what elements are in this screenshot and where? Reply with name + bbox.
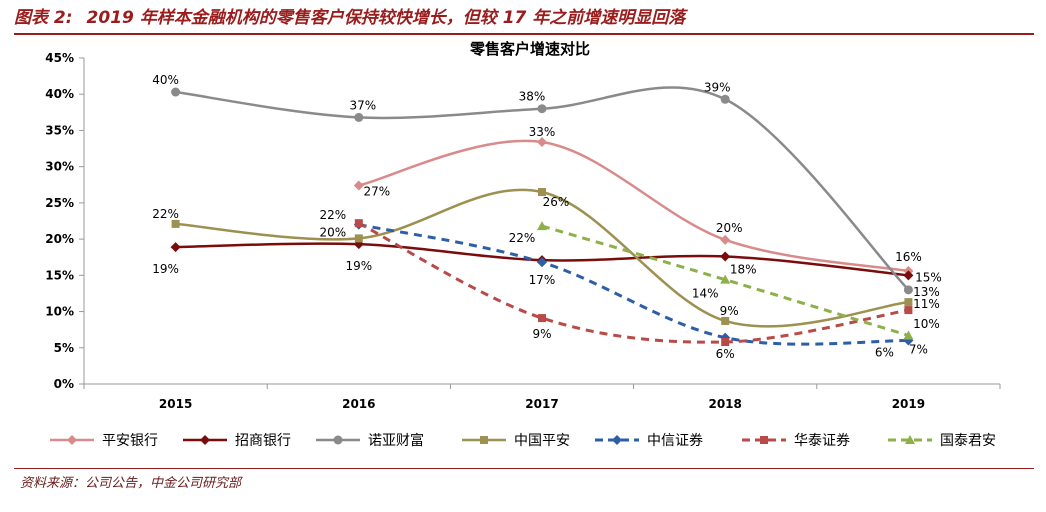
y-tick-label: 45% — [45, 51, 74, 65]
legend-label: 中信证券 — [647, 433, 703, 449]
x-tick-label: 2018 — [708, 397, 741, 411]
figure-header: 图表 2: 2019 年样本金融机构的零售客户保持较快增长，但较 17 年之前增速… — [14, 4, 1034, 32]
data-label: 11% — [913, 297, 940, 311]
legend-marker — [200, 435, 210, 445]
data-label: 39% — [704, 80, 731, 94]
figure-title: 2019 年样本金融机构的零售客户保持较快增长，但较 17 年之前增速明显回落 — [86, 8, 686, 28]
data-label: 20% — [319, 225, 346, 239]
data-label: 10% — [913, 317, 940, 331]
data-point — [720, 234, 731, 245]
legend-label: 诺亚财富 — [368, 432, 424, 449]
data-label: 40% — [152, 73, 179, 87]
data-label: 38% — [519, 90, 546, 104]
data-label: 26% — [543, 195, 570, 209]
data-label: 15% — [915, 270, 942, 284]
data-label: 33% — [529, 125, 556, 139]
chart-title: 零售客户增速对比 — [469, 40, 590, 58]
data-label: 22% — [509, 231, 536, 245]
data-label: 9% — [532, 327, 551, 341]
y-tick-label: 30% — [45, 160, 74, 174]
legend-label: 平安银行 — [102, 433, 158, 449]
data-point — [538, 314, 546, 323]
data-point — [171, 219, 180, 228]
series-line-7 — [541, 224, 909, 337]
series-line-5 — [358, 223, 909, 346]
axes: 0% 5% 10% 15% 20% 25% 30% 35% 40% 45% 2015 2016 2017… — [45, 51, 1001, 411]
header-rule — [14, 33, 1034, 35]
data-point — [720, 274, 731, 284]
series-markers — [170, 87, 914, 346]
data-point — [354, 234, 363, 243]
data-point — [538, 188, 546, 197]
legend-marker — [67, 435, 77, 445]
data-label: 27% — [363, 185, 390, 199]
data-label: 22% — [319, 208, 346, 222]
data-label: 20% — [716, 221, 743, 235]
figure-label: 图表 2: — [14, 8, 73, 28]
data-label: 18% — [730, 262, 757, 276]
source-note: 资料来源：公司公告，中金公司研究部 — [20, 476, 242, 491]
series-line-6 — [358, 221, 909, 344]
y-tick-label: 25% — [45, 196, 74, 210]
data-label: 14% — [692, 287, 719, 301]
data-point — [170, 242, 181, 253]
data-point — [354, 219, 363, 228]
data-point — [903, 270, 914, 281]
data-label: 13% — [913, 285, 940, 299]
data-point — [721, 337, 730, 346]
y-tick-label: 20% — [45, 232, 74, 246]
x-tick-label: 2015 — [159, 397, 192, 411]
data-point — [903, 285, 913, 295]
data-label: 16% — [895, 250, 922, 264]
y-tick-label: 35% — [45, 123, 74, 137]
line-chart: 零售客户增速对比 0% 5% 10% 15% 20% 25% 30% 35% 40% 45% 201… — [45, 40, 1001, 449]
data-label: 19% — [152, 262, 179, 276]
x-tick-label: 2016 — [342, 397, 375, 411]
legend-marker — [612, 435, 622, 445]
data-point — [354, 112, 364, 122]
data-label: 6% — [875, 346, 894, 360]
legend-marker — [905, 435, 915, 444]
y-tick-label: 5% — [54, 341, 74, 355]
data-point — [537, 137, 547, 148]
data-point — [537, 257, 547, 268]
series-line-3 — [175, 86, 910, 291]
data-label: 17% — [529, 273, 556, 287]
y-tick-label: 15% — [45, 268, 74, 282]
data-label: 19% — [345, 259, 372, 273]
legend: 平安银行 招商银行 诺亚财富 中国平安 中信证券 华泰证券 国泰君安 — [50, 432, 996, 449]
legend-marker — [480, 436, 488, 444]
data-label: 37% — [349, 98, 376, 112]
footer-rule — [14, 468, 1034, 469]
x-tick-label: 2017 — [525, 397, 558, 411]
legend-label: 国泰君安 — [940, 433, 996, 449]
data-point — [353, 180, 364, 191]
x-tick-label: 2019 — [892, 397, 925, 411]
data-labels: 27% 33% 20% 16% 19% 19% 17% 18% 15% 40% 37% 38% 39% 1… — [152, 73, 941, 361]
data-point — [721, 316, 730, 325]
data-point — [720, 251, 731, 262]
y-tick-label: 40% — [45, 87, 74, 101]
y-tick-label: 0% — [54, 377, 74, 391]
data-point — [904, 298, 913, 307]
data-point — [537, 221, 547, 231]
y-tick-label: 10% — [45, 305, 74, 319]
data-point — [903, 330, 914, 340]
data-point — [171, 87, 181, 97]
legend-label: 中国平安 — [514, 433, 570, 449]
legend-marker — [760, 436, 768, 444]
data-point — [904, 306, 913, 315]
data-label: 6% — [716, 347, 735, 361]
data-label: 9% — [720, 304, 739, 318]
legend-label: 华泰证券 — [794, 433, 850, 449]
data-point — [537, 104, 547, 114]
legend-marker — [333, 435, 343, 445]
legend-label: 招商银行 — [235, 433, 291, 449]
data-label: 7% — [909, 342, 928, 356]
series-line-1 — [358, 139, 909, 273]
data-label: 22% — [152, 207, 179, 221]
data-point — [720, 94, 730, 104]
